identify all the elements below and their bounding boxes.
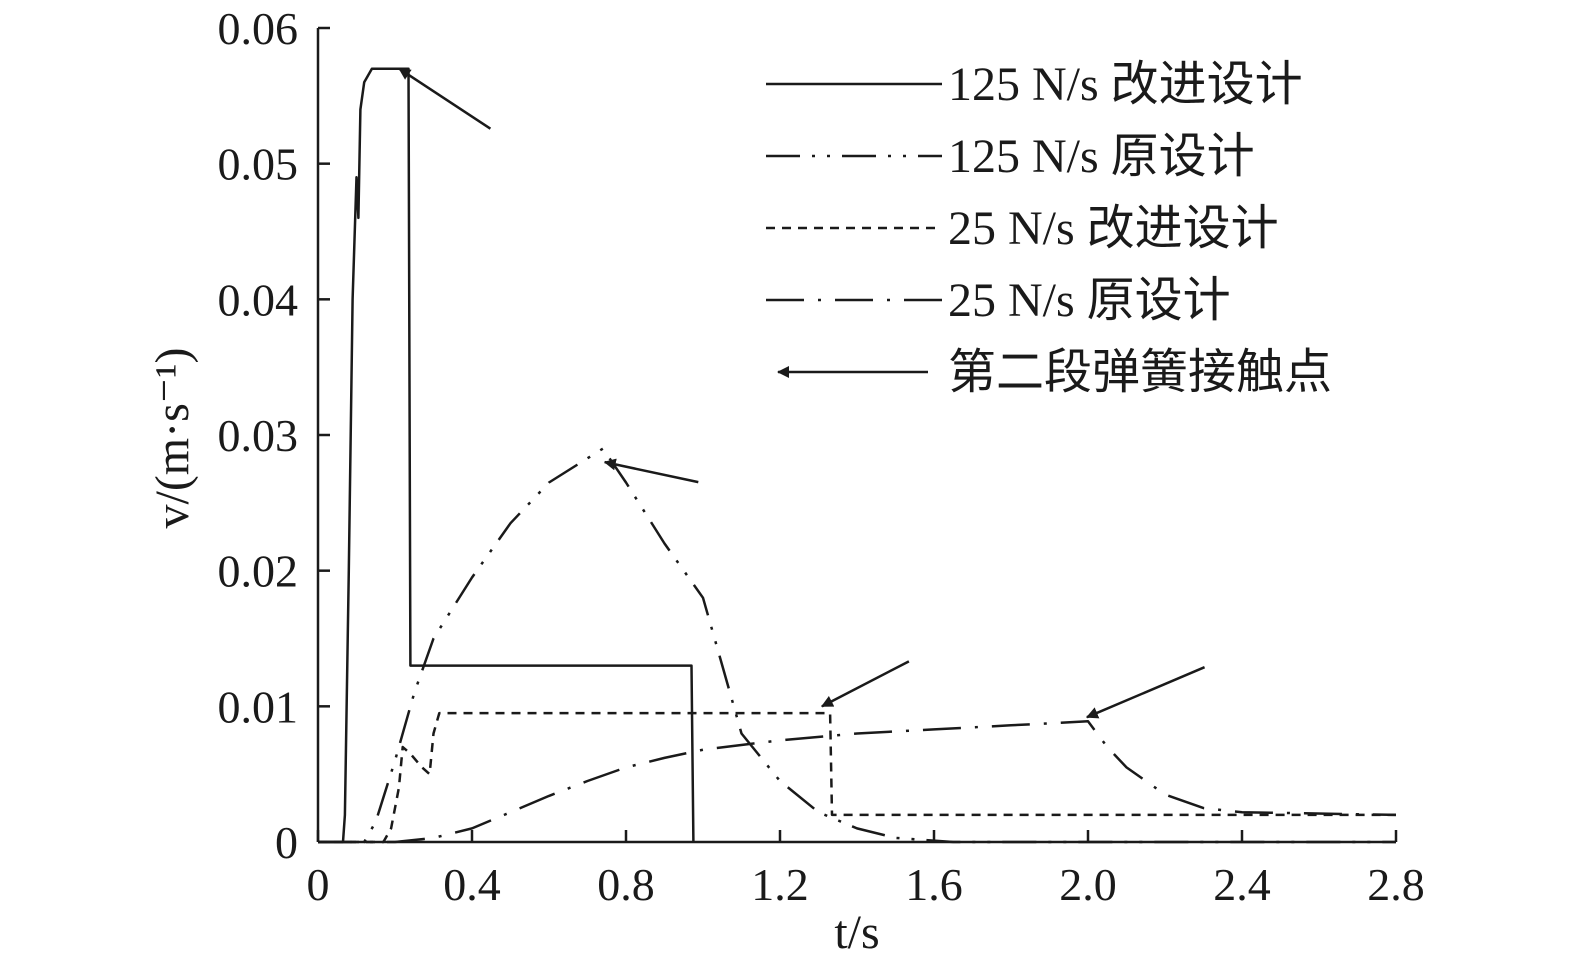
y-tick-label: 0.04 <box>218 274 299 325</box>
y-tick-label: 0.03 <box>218 410 299 461</box>
y-tick-label: 0.05 <box>218 139 299 190</box>
legend: 125 N/s 改进设计 125 N/s 原设计 25 N/s 改进设计 25 N/s… <box>766 58 1332 399</box>
annotation-group <box>398 67 1206 719</box>
legend-label-2: 125 N/s 原设计 <box>948 130 1255 183</box>
series-line-3 <box>318 711 1396 844</box>
y-tick-label: 0.06 <box>218 3 299 54</box>
legend-label-4: 25 N/s 原设计 <box>948 274 1231 327</box>
legend-label-3: 25 N/s 改进设计 <box>948 202 1279 255</box>
x-tick-label: 2.8 <box>1367 859 1425 910</box>
x-tick-label: 2.4 <box>1213 859 1271 910</box>
y-tick-label: 0.01 <box>218 681 299 732</box>
series-line-1 <box>318 67 695 844</box>
legend-label-annotation: 第二段弹簧接触点 <box>948 346 1332 399</box>
series-line-2 <box>318 447 1396 844</box>
legend-label-1: 125 N/s 改进设计 <box>948 58 1303 111</box>
y-tick-label: 0 <box>275 817 298 868</box>
x-axis: 0 0.4 0.8 1.2 1.6 2.0 2.4 2.8 <box>307 830 1425 910</box>
x-axis-title: t/s <box>834 906 879 959</box>
x-tick-label: 2.0 <box>1059 859 1117 910</box>
series-group <box>318 67 1397 844</box>
annotation-arrow <box>1085 666 1206 719</box>
annotation-arrow <box>603 458 699 484</box>
annotation-arrow <box>821 660 910 708</box>
x-tick-label: 1.2 <box>751 859 809 910</box>
series-line-4 <box>318 720 1397 844</box>
x-tick-label: 1.6 <box>905 859 963 910</box>
x-tick-label: 0.8 <box>597 859 655 910</box>
y-axis: 0 0.01 0.02 0.03 0.04 0.05 0.06 <box>218 3 330 868</box>
y-axis-title: v/(m·s⁻¹) <box>146 347 199 528</box>
x-tick-label: 0 <box>307 859 330 910</box>
annotation-arrow <box>398 67 492 130</box>
x-tick-label: 0.4 <box>443 859 501 910</box>
y-tick-label: 0.02 <box>218 546 299 597</box>
